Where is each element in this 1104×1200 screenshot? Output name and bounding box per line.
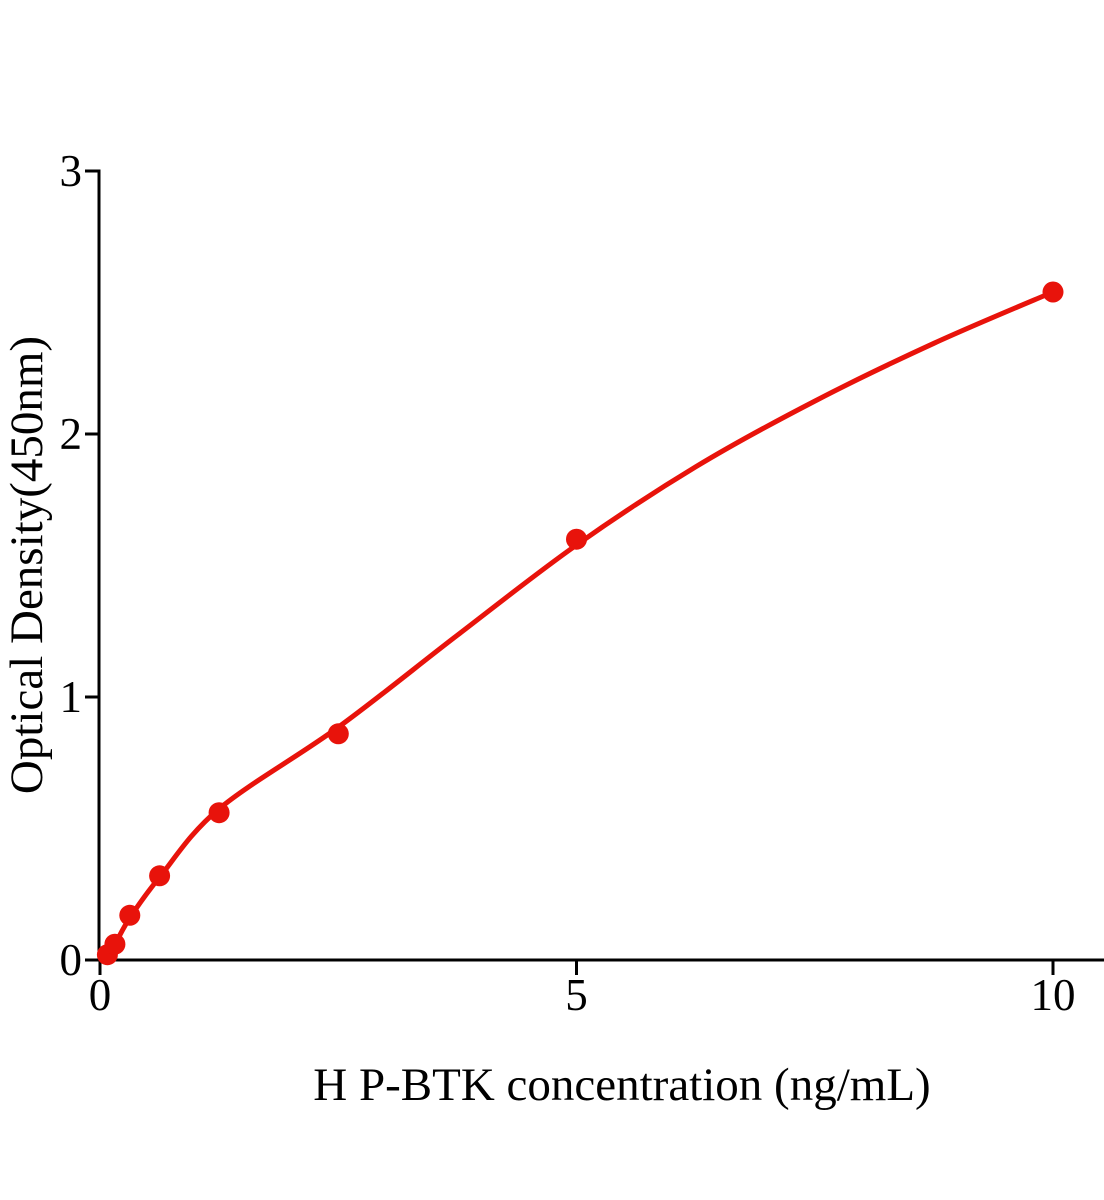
x-axis-title: H P-BTK concentration (ng/mL) [313, 1059, 930, 1111]
x-tick-label: 5 [565, 970, 588, 1020]
x-tick-label: 10 [1031, 970, 1076, 1020]
y-tick-label: 1 [60, 672, 83, 722]
axes [97, 169, 1104, 962]
x-tick-label: 0 [89, 970, 112, 1020]
fit-curve [99, 289, 1056, 963]
data-point [327, 723, 349, 745]
axis-tick-labels: 0 1 2 3 0 5 10 [60, 146, 1076, 1020]
y-tick-label: 3 [60, 146, 83, 196]
y-tick-label: 2 [60, 409, 83, 459]
data-point [208, 802, 230, 824]
data-point [1042, 281, 1064, 303]
data-point [149, 865, 171, 887]
y-axis-title: Optical Density(450nm) [1, 336, 53, 794]
axis-ticks [85, 169, 1055, 975]
data-point [119, 904, 141, 926]
data-points [96, 281, 1064, 966]
data-point [566, 528, 587, 550]
y-tick-label: 0 [60, 935, 83, 985]
data-point [104, 933, 126, 955]
